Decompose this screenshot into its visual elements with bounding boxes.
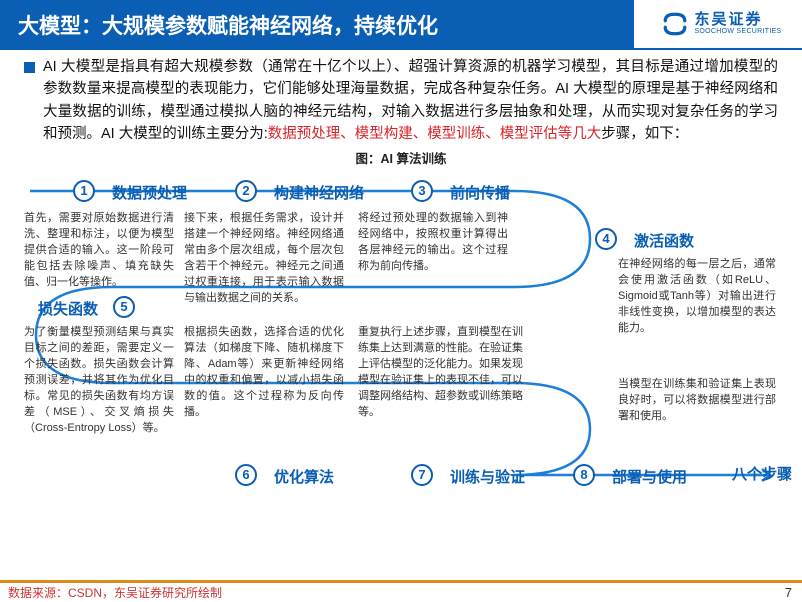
- bullet-square-icon: [24, 62, 35, 73]
- flow-node-3: 3: [411, 180, 433, 202]
- main-paragraph: AI 大模型是指具有超大规模参数（通常在十亿个以上）、超强计算资源的机器学习模型…: [43, 56, 778, 146]
- flow-node-5: 5: [113, 296, 135, 318]
- flow-node-desc-4: 在神经网络的每一层之后，通常会使用激活函数（如ReLU、Sigmoid或Tanh…: [618, 257, 776, 337]
- flow-node-4: 4: [595, 228, 617, 250]
- flow-node-desc-7: 重复执行上述步骤，直到模型在训练集上达到满意的性能。在验证集上评估模型的泛化能力…: [358, 325, 523, 421]
- flow-node-6: 6: [235, 464, 257, 486]
- flow-node-7: 7: [411, 464, 433, 486]
- logo-icon: [662, 11, 688, 37]
- flow-node-label-6: 优化算法: [274, 466, 334, 487]
- flow-node-2: 2: [235, 180, 257, 202]
- slide-title: 大模型：大规模参数赋能神经网络，持续优化: [0, 0, 632, 50]
- logo-text-cn: 东吴证券: [694, 12, 781, 29]
- flow-node-label-1: 数据预处理: [112, 182, 187, 203]
- flow-node-label-3: 前向传播: [450, 182, 510, 203]
- brand-logo: 东吴证券 SOOCHOW SECURITIES: [632, 0, 802, 50]
- paragraph-highlight: 数据预处理、模型构建、模型训练、模型评估等几大: [268, 126, 602, 142]
- flow-node-desc-5: 为了衡量模型预测结果与真实目标之间的差距，需要定义一个损失函数。损失函数会计算预…: [24, 325, 174, 437]
- flow-node-label-5: 损失函数: [38, 298, 98, 319]
- flow-node-desc-3: 将经过预处理的数据输入到神经网络中，按照权重计算得出各层神经元的输出。这个过程称…: [358, 211, 508, 275]
- slide-body: AI 大模型是指具有超大规模参数（通常在十亿个以上）、超强计算资源的机器学习模型…: [0, 50, 802, 507]
- flow-node-1: 1: [73, 180, 95, 202]
- page-number: 7: [785, 585, 792, 600]
- flow-node-label-2: 构建神经网络: [274, 182, 364, 203]
- flow-node-8: 8: [573, 464, 595, 486]
- slide-header: 大模型：大规模参数赋能神经网络，持续优化 东吴证券 SOOCHOW SECURI…: [0, 0, 802, 50]
- flow-node-desc-8: 当模型在训练集和验证集上表现良好时，可以将数据模型进行部署和使用。: [618, 377, 776, 425]
- flow-node-desc-2: 接下来，根据任务需求，设计并搭建一个神经网络。神经网络通常由多个层次组成，每个层…: [184, 211, 344, 307]
- flow-end-label: 八个步骤: [732, 463, 792, 484]
- slide-footer: 数据来源：CSDN，东吴证券研究所绘制 7: [0, 580, 802, 602]
- flow-node-label-8: 部署与使用: [612, 466, 687, 487]
- figure-title: 图：AI 算法训练: [24, 148, 778, 167]
- data-source: 数据来源：CSDN，东吴证券研究所绘制: [8, 584, 222, 601]
- paragraph-tail: 步骤，如下：: [601, 126, 688, 142]
- flow-diagram: 八个步骤 1数据预处理首先，需要对原始数据进行清洗、整理和标注，以便为模型提供合…: [24, 167, 778, 507]
- flow-node-label-4: 激活函数: [634, 230, 694, 251]
- flow-node-label-7: 训练与验证: [450, 466, 525, 487]
- flow-node-desc-1: 首先，需要对原始数据进行清洗、整理和标注，以便为模型提供合适的输入。这一阶段可能…: [24, 211, 174, 291]
- flow-node-desc-6: 根据损失函数，选择合适的优化算法（如梯度下降、随机梯度下降、Adam等）来更新神…: [184, 325, 344, 421]
- logo-text-en: SOOCHOW SECURITIES: [694, 28, 781, 36]
